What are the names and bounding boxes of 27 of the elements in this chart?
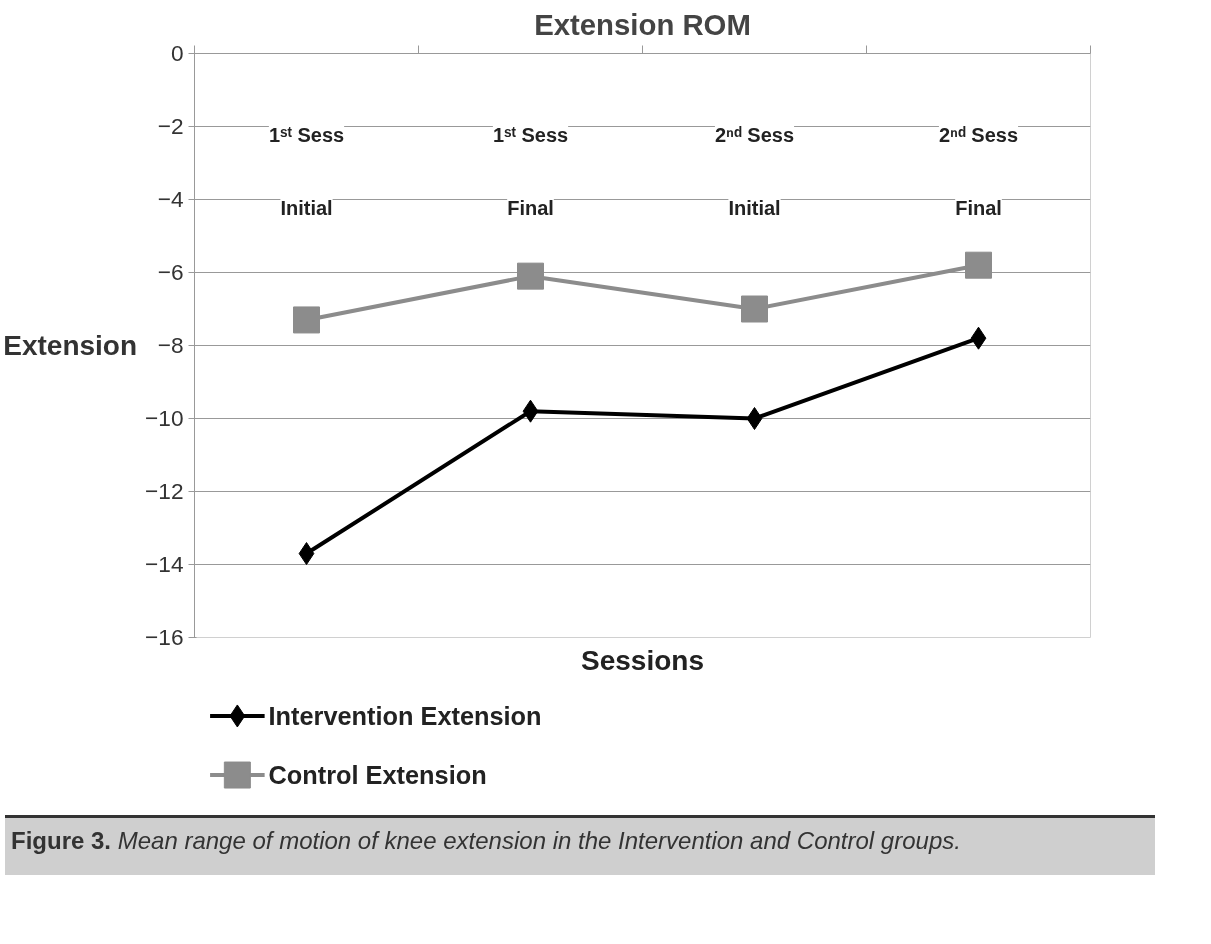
chart-title: Extension ROM [534, 7, 751, 41]
caption: Figure 3. Mean range of motion of knee extension in the Intervention and Control groups. [11, 827, 961, 854]
category-label: 2ⁿᵈ Sess Final [938, 124, 1019, 220]
y-tick-label: 0 [170, 40, 184, 66]
legend-label: Intervention Extension [268, 701, 542, 730]
point [522, 399, 539, 423]
y-tick-label: −6 [157, 259, 184, 285]
legend-label: Control Extension [268, 761, 487, 790]
y-tick-label: −16 [145, 624, 184, 650]
y-tick-label: −2 [157, 113, 184, 139]
point [741, 295, 768, 323]
category-label: 1ˢᵗ Sess Initial [268, 124, 345, 220]
point [293, 306, 320, 334]
y-axis-title: Extension [3, 330, 138, 361]
x-axis-title: Sessions [581, 644, 704, 676]
point [298, 542, 315, 566]
y-tick-label: −10 [145, 405, 184, 431]
y-tick-label: −12 [145, 478, 184, 504]
y-tick-label: −4 [157, 186, 184, 212]
category-label: 1ˢᵗ Sess Final [492, 124, 569, 220]
y-tick-label: −14 [145, 551, 184, 577]
point [517, 262, 544, 290]
category-label: 2ⁿᵈ Sess Initial [714, 124, 795, 220]
y-tick-label: −8 [157, 332, 184, 358]
point [746, 407, 763, 430]
point [965, 251, 992, 279]
point [970, 326, 987, 350]
